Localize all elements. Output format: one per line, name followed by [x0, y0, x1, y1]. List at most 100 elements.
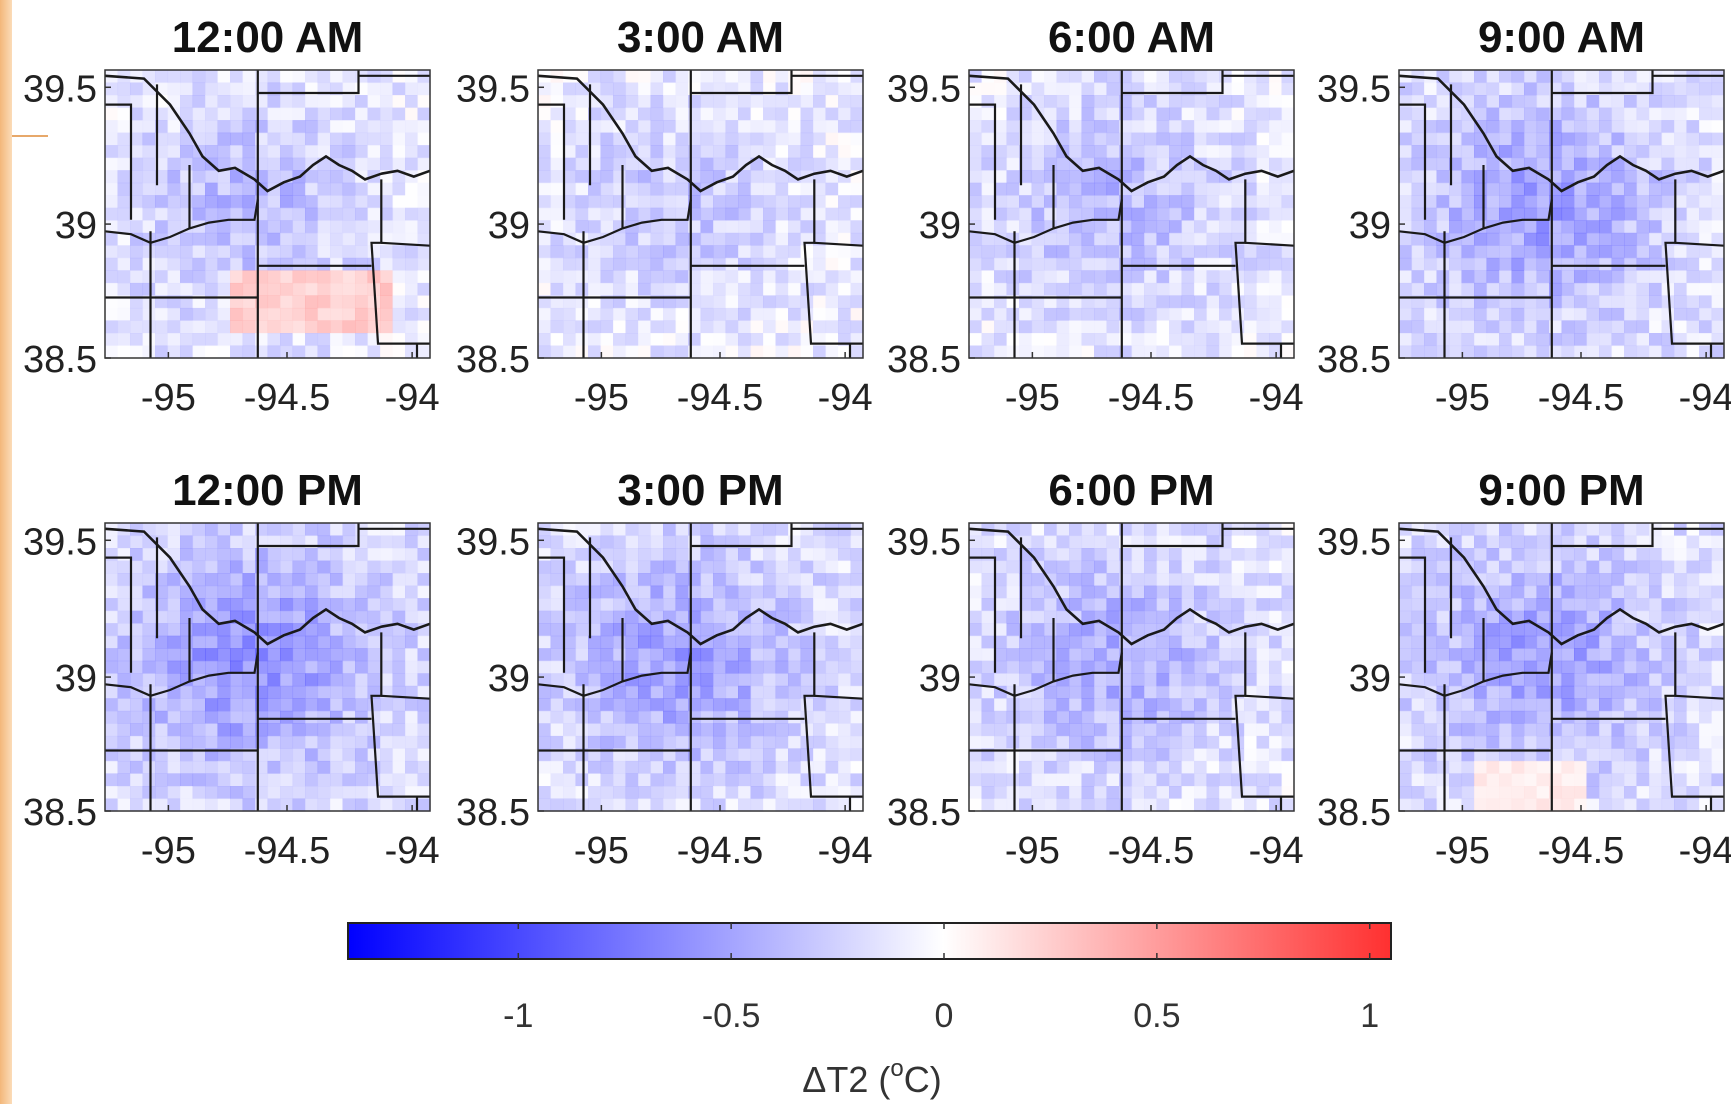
map-panel: 9:00 PM 39.5 39 38.5 -95 -94.5 -94	[1317, 466, 1731, 872]
county-border	[538, 103, 566, 220]
lat-tick-label: 39.5	[1317, 68, 1391, 110]
colorbar-tick-label: -0.5	[702, 997, 761, 1035]
county-borders	[1398, 70, 1725, 358]
county-border	[1675, 241, 1725, 247]
river-border	[104, 527, 431, 646]
lat-tick-label: 39.5	[23, 521, 97, 563]
lat-tick-label: 39	[919, 658, 961, 700]
panel-title: 12:00 PM	[172, 466, 363, 515]
lon-tick-label: -94	[385, 830, 440, 872]
map-panel: 3:00 PM 39.5 39 38.5 -95 -94.5 -94	[456, 466, 873, 872]
county-border	[257, 70, 360, 95]
map-panel: 9:00 AM 39.5 39 38.5 -95 -94.5 -94	[1317, 13, 1731, 419]
county-border	[1551, 523, 1654, 548]
county-border	[969, 556, 997, 673]
lon-tick-label: -94.5	[1538, 377, 1625, 419]
lon-tick-label: -94.5	[244, 830, 331, 872]
lon-tick-label: -95	[1005, 830, 1060, 872]
county-border	[1664, 179, 1724, 345]
county-border	[690, 70, 793, 95]
river-border	[537, 527, 864, 646]
axes-frame	[537, 522, 864, 812]
panel-title: 6:00 AM	[1048, 13, 1215, 62]
lat-tick-label: 39.5	[887, 68, 961, 110]
panel-title: 3:00 PM	[617, 466, 783, 515]
county-border	[969, 103, 997, 220]
county-border	[1234, 632, 1294, 798]
river-border	[968, 74, 1295, 193]
lat-tick-label: 38.5	[1317, 792, 1391, 834]
axes-frame	[104, 69, 431, 359]
lon-tick-label: -94	[818, 377, 873, 419]
river-border	[537, 74, 864, 193]
river-border	[1398, 527, 1725, 646]
lon-tick-label: -95	[1005, 377, 1060, 419]
slide-edge-line	[12, 135, 48, 137]
lat-tick-label: 39	[55, 658, 97, 700]
lon-tick-label: -94	[818, 830, 873, 872]
county-borders	[104, 70, 431, 358]
map-panel: 6:00 PM 39.5 39 38.5 -95 -94.5 -94	[887, 466, 1304, 872]
river-border	[104, 74, 431, 193]
colorbar: -1 -0.5 0 0.5 1 ΔT2 (oC)	[347, 922, 1392, 1100]
county-border	[803, 179, 863, 345]
lat-tick-label: 38.5	[456, 792, 530, 834]
lon-tick-label: -94.5	[677, 377, 764, 419]
lon-tick-label: -95	[1435, 830, 1490, 872]
county-border	[538, 556, 566, 673]
lat-tick-label: 39	[919, 205, 961, 247]
river-border	[968, 527, 1295, 646]
panel-title: 9:00 PM	[1478, 466, 1644, 515]
county-borders	[537, 70, 864, 358]
county-border	[105, 556, 133, 673]
lon-tick-label: -94.5	[1538, 830, 1625, 872]
lat-tick-label: 38.5	[1317, 339, 1391, 381]
county-border	[1234, 179, 1294, 345]
county-border	[1664, 632, 1724, 798]
panel-title: 3:00 AM	[617, 13, 784, 62]
county-border	[1399, 556, 1427, 673]
axes-frame	[1398, 522, 1725, 812]
lat-tick-label: 39.5	[887, 521, 961, 563]
axes-frame	[968, 69, 1295, 359]
axes-frame	[104, 522, 431, 812]
lat-tick-label: 38.5	[23, 339, 97, 381]
county-border	[1245, 694, 1295, 700]
axes-frame	[537, 69, 864, 359]
county-border	[257, 523, 360, 548]
county-border	[1245, 241, 1295, 247]
lon-tick-label: -94	[385, 377, 440, 419]
county-border	[370, 179, 430, 345]
colorbar-tick-label: 1	[1360, 997, 1379, 1035]
lat-tick-label: 39.5	[456, 521, 530, 563]
colorbar-tick-label: -1	[503, 997, 533, 1035]
dt2-field	[1399, 70, 1725, 359]
lat-tick-label: 38.5	[23, 792, 97, 834]
lat-tick-label: 39	[488, 658, 530, 700]
lon-tick-label: -94.5	[1108, 377, 1195, 419]
county-border	[814, 694, 864, 700]
lat-tick-label: 38.5	[887, 792, 961, 834]
county-border	[1551, 70, 1654, 95]
colorbar-bar	[347, 922, 1392, 960]
colorbar-tick-label: 0	[935, 997, 954, 1035]
map-panel: 3:00 AM 39.5 39 38.5 -95 -94.5 -94	[456, 13, 873, 419]
slide-edge-strip	[0, 0, 12, 1104]
lon-tick-label: -95	[141, 830, 196, 872]
county-borders	[537, 523, 864, 811]
dt2-field	[969, 523, 1295, 812]
panel-title: 9:00 AM	[1478, 13, 1645, 62]
dt2-field	[538, 523, 864, 812]
dt2-field	[105, 523, 431, 812]
lon-tick-label: -94.5	[677, 830, 764, 872]
colorbar-tick-label: 0.5	[1133, 997, 1180, 1035]
county-borders	[968, 523, 1295, 811]
county-border	[1121, 70, 1224, 95]
county-border	[1399, 103, 1427, 220]
county-border	[1121, 523, 1224, 548]
lat-tick-label: 39.5	[456, 68, 530, 110]
county-border	[1675, 694, 1725, 700]
lat-tick-label: 39	[55, 205, 97, 247]
lat-tick-label: 38.5	[887, 339, 961, 381]
